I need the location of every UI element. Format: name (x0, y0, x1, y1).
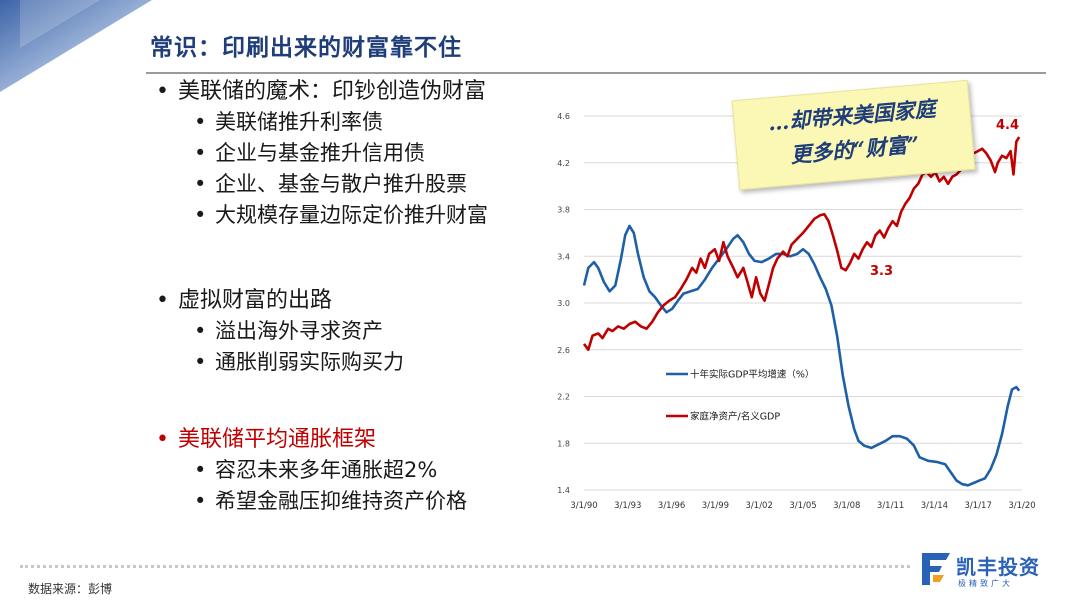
y-axis-ticks: 4.6 4.2 3.8 3.4 3.0 2.6 2.2 1.8 1.4 (557, 112, 570, 495)
bullet-list: 美联储的魔术：印钞创造伪财富 美联储推升利率债 企业与基金推升信用债 企业、基金… (156, 76, 576, 517)
y-tick-label: 2.2 (557, 393, 570, 402)
chart-legend: 十年实际GDP平均增速（%） 家庭净资产/名义GDP (666, 369, 814, 423)
sticky-note-text: …却带来美国家庭 更多的“财富” (733, 89, 973, 177)
data-source: 数据来源：彭博 (28, 582, 113, 596)
legend-label: 家庭净资产/名义GDP (690, 411, 780, 423)
sub-bullet: 大规模存量边际定价推升财富 (156, 200, 576, 231)
sub-bullet: 通胀削弱实际购买力 (156, 347, 576, 378)
y-tick-label: 1.4 (557, 486, 570, 495)
logo-mark-icon (922, 553, 950, 585)
x-tick-label: 3/1/90 (570, 501, 597, 511)
sub-bullet: 美联储推升利率债 (156, 107, 576, 138)
x-tick-label: 3/1/93 (614, 501, 641, 511)
chart-series (582, 136, 1021, 487)
footer-dotted-line (20, 565, 910, 568)
chart-annotations: 4.4 3.3 (870, 118, 1019, 279)
sub-bullet: 企业与基金推升信用债 (156, 138, 576, 169)
brand-logo: 凯丰投资 极精致广大 (920, 551, 1060, 591)
x-tick-label: 3/1/96 (658, 501, 685, 511)
corner-decoration (0, 0, 152, 92)
legend-label: 十年实际GDP平均增速（%） (690, 369, 814, 381)
bullet-section-virtual-wealth: 虚拟财富的出路 (156, 285, 576, 316)
x-axis-ticks: 3/1/90 3/1/93 3/1/96 3/1/99 3/1/02 3/1/05 3/1/… (570, 501, 1035, 511)
y-tick-label: 1.8 (557, 439, 570, 448)
line-chart: 4.6 4.2 3.8 3.4 3.0 2.6 2.2 1.8 1.4 3/1/90 3/1/93… (557, 112, 1035, 511)
y-tick-label: 3.8 (557, 206, 570, 215)
x-tick-label: 3/1/20 (1008, 501, 1035, 511)
sub-bullet: 希望金融压抑维持资产价格 (156, 486, 576, 517)
y-tick-label: 3.0 (557, 299, 570, 308)
bullet-section-fed-magic: 美联储的魔术：印钞创造伪财富 (156, 76, 576, 107)
x-tick-label: 3/1/05 (789, 501, 816, 511)
brand-name: 凯丰投资 (956, 555, 1040, 579)
annotation-label: 3.3 (870, 264, 893, 279)
x-tick-label: 3/1/08 (833, 501, 860, 511)
sub-bullet: 企业、基金与散户推升股票 (156, 169, 576, 200)
x-tick-label: 3/1/14 (921, 501, 948, 511)
bullet-section-inflation-framework: 美联储平均通胀框架 (156, 424, 576, 455)
annotation-label: 4.4 (996, 118, 1019, 133)
sub-bullet: 溢出海外寻求资产 (156, 316, 576, 347)
x-tick-label: 3/1/99 (702, 501, 729, 511)
series-line-1 (582, 224, 1021, 487)
sub-bullet: 容忍未来多年通胀超2% (156, 455, 576, 486)
y-tick-label: 4.2 (557, 159, 570, 168)
title-divider (146, 72, 1046, 74)
y-tick-label: 3.4 (557, 252, 570, 261)
brand-slogan: 极精致广大 (958, 579, 1013, 588)
x-tick-label: 3/1/11 (877, 501, 904, 511)
x-tick-label: 3/1/02 (746, 501, 773, 511)
y-tick-label: 4.6 (557, 112, 570, 121)
page-title: 常识：印刷出来的财富靠不住 (150, 35, 462, 61)
series-line-2 (582, 136, 1021, 351)
y-tick-label: 2.6 (557, 346, 570, 355)
x-tick-label: 3/1/17 (965, 501, 992, 511)
